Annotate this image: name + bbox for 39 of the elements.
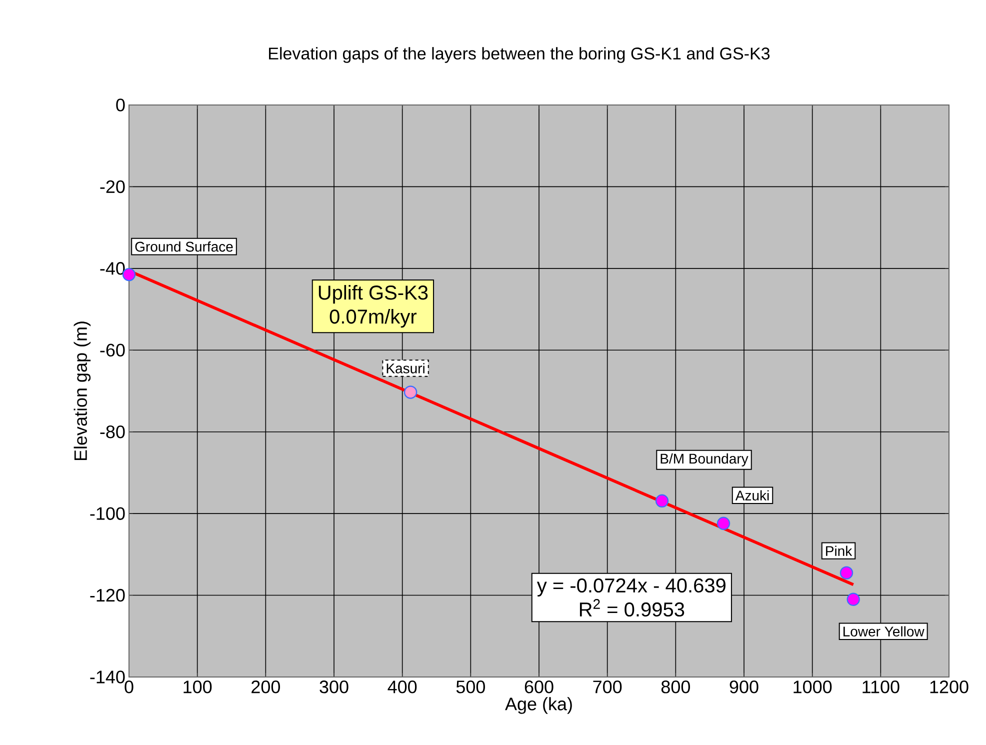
x-tick-label: 600 (524, 680, 554, 694)
x-tick-label: 400 (388, 680, 417, 694)
x-tick-label: 700 (593, 680, 622, 694)
x-tick-label: 0 (124, 680, 134, 694)
y-tick-label: -40 (100, 262, 125, 275)
x-tick-label: 1200 (930, 680, 968, 694)
y-axis-title: Elevation gap (m) (74, 322, 91, 460)
point (404, 386, 418, 399)
annotation: Kasuri (386, 363, 424, 374)
y-tick-label: -60 (100, 344, 125, 357)
chart-title: Elevation gaps of the layers between the boring GS-K1 and GS-K3 (269, 47, 770, 63)
point (840, 566, 854, 580)
annotation: Azuki (735, 490, 769, 501)
y-tick-label: -20 (100, 180, 125, 194)
point (846, 592, 860, 606)
point (716, 516, 730, 530)
x-tick-label: 900 (730, 680, 758, 694)
annotation: R$^{2}$ = 0.9953 (580, 599, 684, 617)
y-tick-label: -80 (100, 425, 125, 438)
y-tick-label: 0 (116, 98, 125, 112)
annotation: Ground Surface (135, 241, 233, 252)
x-tick-label: 300 (320, 680, 348, 694)
annotation: Lower Yellow (843, 626, 924, 637)
annotation: Uplift GS-K3 (318, 285, 428, 304)
y-tick-label: -120 (90, 588, 125, 602)
point (655, 494, 669, 508)
annotation: Pink (826, 546, 852, 556)
x-tick-label: 1000 (794, 680, 832, 694)
x-axis-title: Age (ka) (505, 697, 572, 714)
x-tick-label: 1100 (862, 680, 900, 694)
x-tick-label: 100 (184, 680, 212, 694)
y-tick-label: -100 (90, 507, 125, 520)
annotation: y = -0.0724x - 40.639 (536, 578, 726, 597)
y-tick-label: -140 (90, 670, 125, 684)
x-tick-label: 200 (252, 680, 280, 694)
annotation: B/M Boundary (660, 453, 748, 466)
x-tick-label: 500 (456, 680, 485, 694)
annotation: 0.07m/kyr (330, 309, 417, 328)
x-tick-label: 800 (661, 680, 690, 694)
